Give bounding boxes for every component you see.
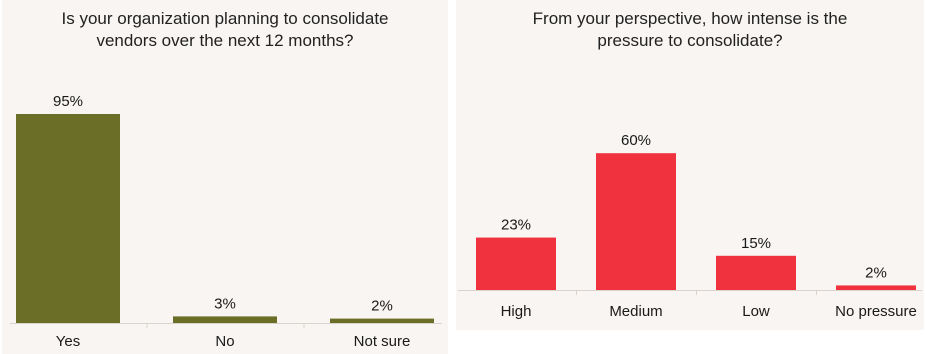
left-bar-yes [16,114,120,323]
left-data-label: 95% [53,93,83,110]
left-category-label: No [215,333,234,350]
right-bar-high [476,237,556,290]
right-data-label: 15% [741,235,771,252]
right-category-label: Low [742,303,770,320]
right-bar-chart: 23% High 60% Medium 15% Low 2% No pressure [458,132,922,320]
left-bar-no [173,316,277,323]
right-data-label: 60% [621,132,651,149]
left-data-label: 3% [214,295,236,312]
right-data-label: 23% [501,217,531,234]
right-chart-title: From your perspective, how intense is th… [532,9,848,50]
right-chart-panel: From your perspective, how intense is th… [456,0,924,330]
left-chart-title: Is your organization planning to consoli… [61,9,389,50]
left-category-label: Not sure [354,333,411,350]
right-data-label: 2% [865,264,887,281]
right-category-label: High [501,303,532,320]
left-category-label: Yes [56,333,80,350]
left-chart-panel: Is your organization planning to consoli… [2,0,448,354]
right-bar-low [716,255,796,290]
right-category-label: Medium [609,303,662,320]
right-category-label: No pressure [835,303,917,320]
right-bar-medium [596,153,676,290]
left-data-label: 2% [371,298,393,315]
right-bar-no-pressure [836,285,916,290]
left-bar-not-sure [330,318,434,323]
left-bar-chart: 95% Yes 3% No 2% Not sure [10,93,442,350]
